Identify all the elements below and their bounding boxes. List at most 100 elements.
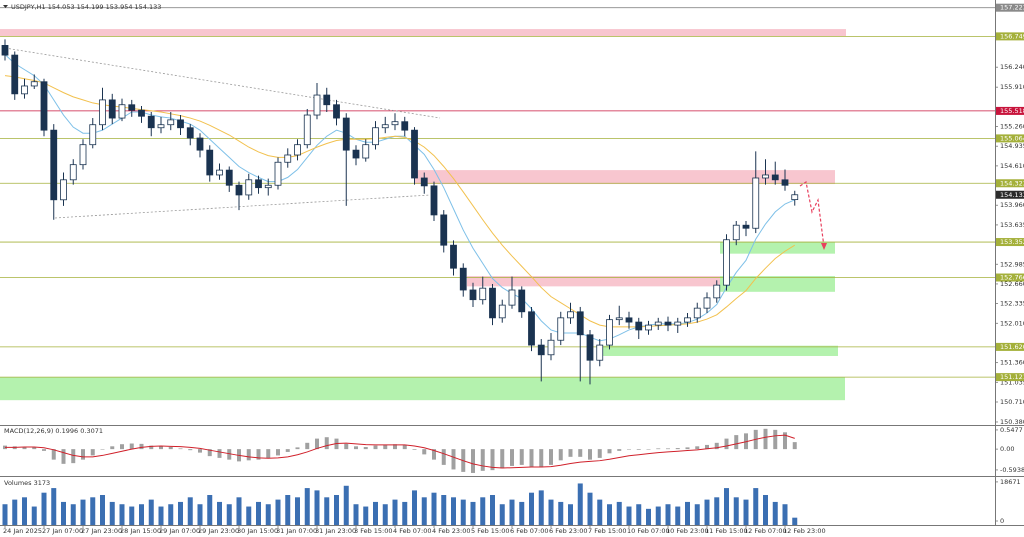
candle-body — [225, 169, 233, 186]
candle-body — [216, 169, 223, 176]
time-label: 31 Jan 23:00 — [315, 527, 356, 535]
candle-body — [303, 114, 311, 146]
volume-bar — [226, 504, 232, 525]
time-label: 24 Jan 2025 — [3, 527, 42, 535]
time-label: 12 Feb 23:00 — [783, 527, 826, 535]
macd-bar — [744, 433, 748, 450]
macd-bar — [51, 449, 56, 460]
macd-bar — [198, 449, 202, 453]
y-tick-label: 155.260 — [1000, 123, 1024, 131]
macd-bar — [792, 442, 797, 450]
macd-bar — [71, 449, 76, 464]
zone — [0, 29, 846, 37]
candle-body — [713, 284, 721, 299]
volume-bar — [392, 499, 398, 525]
candle-body — [703, 297, 711, 309]
candle-body — [576, 311, 584, 336]
candle-body — [459, 267, 467, 291]
volume-bar — [636, 504, 642, 525]
volume-bar — [675, 506, 681, 525]
candle-body — [128, 104, 136, 111]
macd-bar — [227, 449, 232, 460]
volume-bar — [597, 499, 603, 525]
volume-bar — [373, 501, 378, 525]
macd-bar — [120, 444, 124, 450]
macd-bar — [500, 449, 505, 469]
time-label: 31 Jan 07:00 — [276, 527, 317, 535]
volume-bar — [168, 504, 174, 525]
macd-bar — [705, 444, 709, 450]
candle-body — [450, 244, 457, 269]
candle-body — [401, 121, 409, 131]
candle-body — [89, 124, 97, 146]
volume-bar — [607, 504, 612, 525]
time-label: 10 Feb 07:00 — [627, 527, 670, 535]
macd-bar — [451, 449, 456, 470]
macd-bar — [617, 449, 622, 451]
volume-bar — [421, 497, 427, 525]
macd-bar — [159, 446, 163, 450]
macd-tick-label: 0.00 — [1000, 445, 1014, 453]
candle-body — [674, 321, 682, 326]
macd-bar — [607, 449, 612, 454]
macd-bar — [432, 449, 436, 460]
volume-bar — [148, 499, 154, 525]
macd-bar — [763, 428, 768, 450]
level-label: 153.352 — [1000, 238, 1024, 246]
candle-body — [547, 339, 555, 356]
volume-bar — [139, 504, 144, 525]
current-price-bg — [996, 190, 1024, 199]
candle-body — [528, 311, 535, 346]
volume-bar — [295, 497, 300, 525]
macd-bar — [276, 449, 280, 456]
candle-body — [196, 137, 204, 151]
candle-body — [664, 321, 672, 326]
candle-body — [108, 99, 116, 119]
time-label: 29 Jan 07:00 — [159, 527, 200, 535]
volume-bar — [519, 501, 525, 525]
candle-body — [255, 179, 262, 189]
volume-bar — [51, 488, 57, 525]
volume-bar — [490, 495, 495, 525]
macd-signal — [5, 434, 795, 469]
volume-bar — [285, 495, 291, 525]
macd-bar — [422, 449, 427, 455]
volume-bar — [363, 506, 369, 525]
y-tick-label: 152.660 — [1000, 280, 1024, 288]
y-tick-label: 153.635 — [1000, 221, 1024, 229]
volume-bar — [792, 517, 798, 525]
volume-bar — [451, 497, 456, 525]
volume-bar — [80, 499, 86, 525]
macd-bar — [441, 449, 446, 465]
volume-bar — [587, 492, 593, 525]
zone — [415, 170, 835, 185]
macd-bar — [568, 449, 573, 457]
candle-body — [313, 94, 321, 116]
level-label-bg — [996, 3, 1024, 12]
candle-body — [430, 185, 438, 216]
macd-bar — [675, 448, 680, 450]
y-tick-label: 150.380 — [1000, 418, 1024, 426]
menu-triangle — [3, 5, 8, 8]
macd-bar — [578, 449, 583, 457]
candle-body — [147, 115, 155, 129]
candle-body — [69, 164, 77, 181]
macd-bar — [539, 449, 544, 468]
level-label-bg — [996, 238, 1024, 247]
volume-bar — [41, 492, 47, 525]
candle-body — [654, 321, 662, 326]
volume-bar — [31, 506, 37, 525]
y-tick-label: 153.960 — [1000, 201, 1024, 209]
macd-bar — [100, 449, 105, 450]
y-tick-label: 151.035 — [1000, 378, 1024, 386]
macd-bar — [295, 447, 300, 450]
volume-bar — [129, 506, 135, 525]
macd-bar — [110, 446, 115, 450]
time-label: 30 Jan 15:00 — [237, 527, 278, 535]
level-label-bg — [996, 342, 1024, 351]
y-tick-label: 154.935 — [1000, 142, 1024, 150]
candle-body — [11, 54, 19, 95]
volume-bar — [12, 499, 18, 525]
candle-body — [177, 119, 184, 129]
candle-body — [567, 311, 574, 319]
